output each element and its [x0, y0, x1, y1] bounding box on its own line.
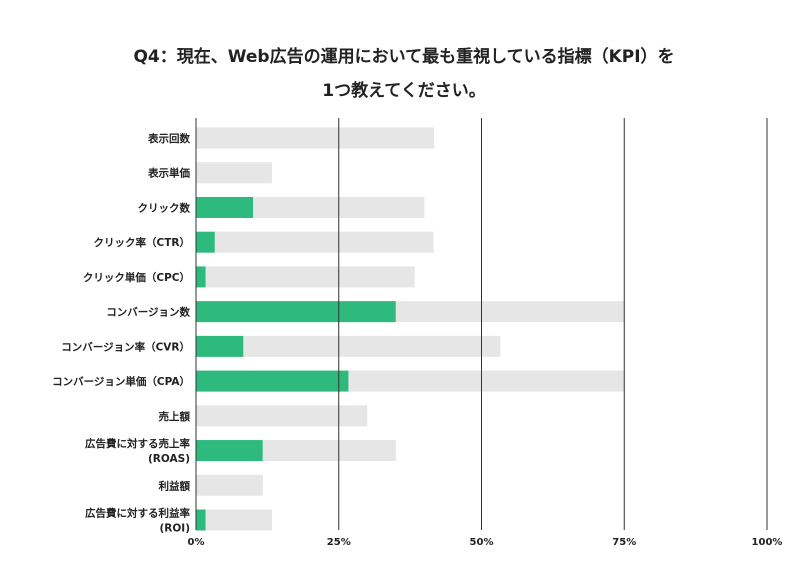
category-label-10: 利益額 — [159, 479, 191, 492]
bar-7-series-0 — [196, 370, 349, 392]
category-label-9: 広告費に対する売上率(ROAS) — [85, 437, 190, 465]
bar-11-series-0 — [196, 509, 206, 531]
bar-9-series-1 — [262, 440, 396, 462]
chart-title-line-2: 1つ教えてください。 — [322, 81, 486, 101]
x-tick-label-4: 100% — [752, 537, 783, 548]
category-label-0: 表示回数 — [147, 132, 190, 145]
bar-6-series-1 — [243, 335, 501, 357]
category-label-3: クリック率（CTR） — [94, 236, 190, 249]
x-tick-label-0: 0% — [188, 537, 205, 548]
category-label-8: 売上額 — [159, 410, 191, 423]
bar-2-series-0 — [196, 196, 254, 218]
bar-9-series-0 — [196, 440, 263, 462]
x-tick-label-1: 25% — [327, 537, 351, 548]
category-label-6: コンバージョン率（CVR） — [61, 340, 190, 353]
bar-4-series-0 — [196, 266, 206, 288]
category-label-7: コンバージョン単価（CPA） — [52, 375, 190, 388]
bar-11-series-1 — [205, 509, 272, 531]
category-label-5: コンバージョン数 — [106, 306, 190, 319]
bar-0-series-1 — [196, 127, 435, 149]
bar-3-series-1 — [214, 231, 434, 253]
x-tick-label-3: 75% — [612, 537, 636, 548]
bar-5-series-1 — [395, 301, 625, 323]
bar-1-series-1 — [196, 162, 272, 184]
bar-4-series-1 — [205, 266, 415, 288]
bar-8-series-1 — [196, 405, 368, 427]
category-label-11: 広告費に対する利益率(ROI) — [85, 507, 190, 535]
bar-10-series-1 — [196, 474, 263, 496]
category-label-4: クリック単価（CPC） — [83, 271, 190, 284]
bar-7-series-1 — [348, 370, 625, 392]
bar-6-series-0 — [196, 335, 244, 357]
bar-3-series-0 — [196, 231, 215, 253]
chart-title-line-1: Q4：現在、Web広告の運用において最も重視している指標（KPI）を — [133, 47, 675, 67]
category-label-1: 表示単価 — [147, 167, 190, 180]
bar-5-series-0 — [196, 301, 396, 323]
category-label-2: クリック数 — [138, 201, 191, 214]
x-tick-label-2: 50% — [470, 537, 494, 548]
